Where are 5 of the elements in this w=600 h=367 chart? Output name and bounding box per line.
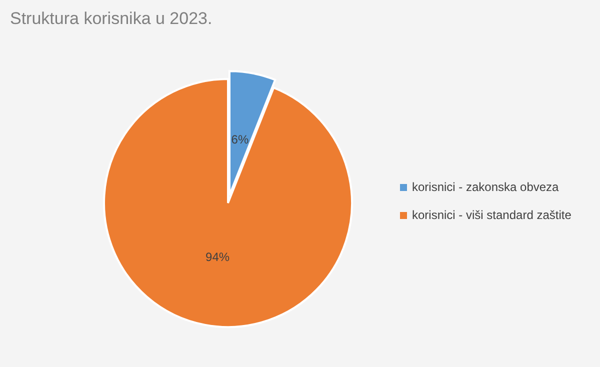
chart-title: Struktura korisnika u 2023. [10, 9, 212, 28]
legend-label: korisnici - zakonska obveza [412, 180, 560, 194]
data-label: 6% [231, 132, 249, 146]
data-label: 94% [206, 250, 230, 264]
legend-label: korisnici - viši standard zaštite [412, 208, 572, 222]
